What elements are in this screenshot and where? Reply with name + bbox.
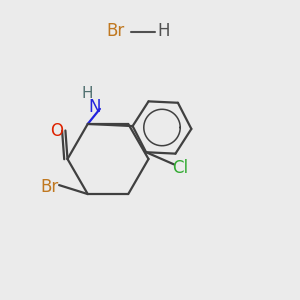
Text: Cl: Cl: [172, 159, 188, 177]
Text: N: N: [88, 98, 101, 116]
Text: Br: Br: [106, 22, 124, 40]
Text: H: H: [157, 22, 170, 40]
Text: O: O: [50, 122, 64, 140]
Text: Br: Br: [40, 178, 58, 196]
Text: H: H: [81, 85, 93, 100]
